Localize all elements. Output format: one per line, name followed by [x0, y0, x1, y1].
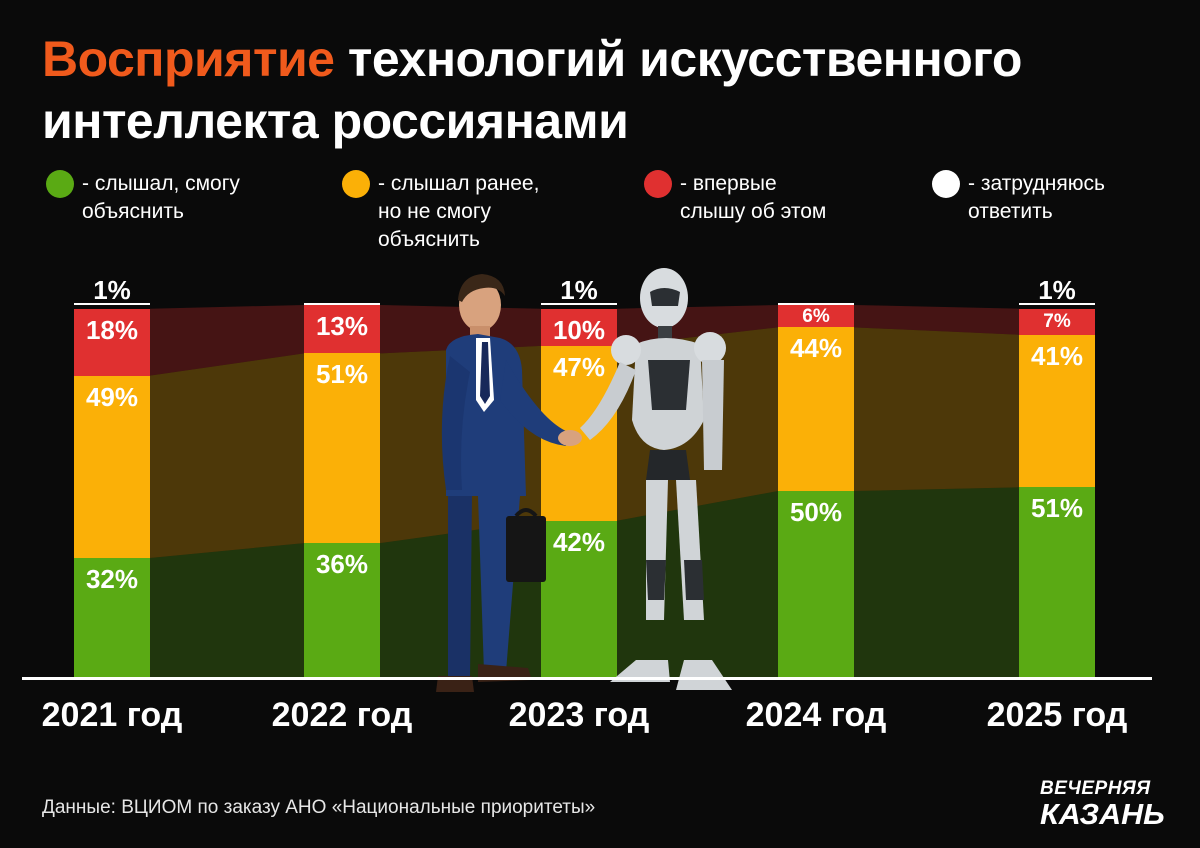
robot-figure: [580, 268, 732, 690]
bar-segment-orange: [1019, 334, 1095, 488]
value-label-green: 51%: [1030, 493, 1084, 524]
value-label-orange: 47%: [552, 351, 606, 382]
band-green-0-1: [150, 543, 304, 677]
legend-item-explain: - слышал, смогу объяснить: [46, 170, 240, 226]
bar-segment-green: [778, 491, 854, 677]
legend-text-undecided: - затрудняюсь ответить: [968, 172, 1105, 223]
bar-segment-orange: [304, 353, 380, 544]
bar-segment-red: [1019, 308, 1095, 335]
bar-segment-white: [74, 303, 150, 305]
legend-dot-white: [932, 170, 960, 198]
value-label-red: 13%: [315, 311, 369, 341]
bar-segment-white: [541, 303, 617, 305]
legend-dot-red: [644, 170, 672, 198]
bar-segment-green: [74, 557, 150, 677]
value-label-green: 36%: [315, 549, 369, 580]
year-label: 2024 год: [745, 696, 887, 734]
band-green-3-4: [854, 487, 1019, 677]
value-label-red: 7%: [1043, 311, 1071, 333]
band-orange-3-4: [854, 327, 1019, 491]
title-rest: технологий искусственного интеллекта рос…: [42, 31, 1022, 149]
band-red-0-1: [150, 305, 304, 376]
year-label: 2022 год: [271, 696, 413, 734]
legend-item-first-time: - впервые слышу об этом: [644, 170, 826, 226]
value-label-red: 18%: [85, 314, 139, 345]
brand-logo: ВЕЧЕРНЯЯ КАЗАНЬ: [1040, 778, 1180, 832]
title-accent: Восприятие: [42, 31, 335, 87]
legend-dot-orange: [342, 170, 370, 198]
logo-line-2: КАЗАНЬ: [1040, 799, 1165, 831]
legend-dot-green: [46, 170, 74, 198]
value-label-red: 10%: [552, 314, 606, 345]
bar-segment-white: [1019, 303, 1095, 305]
legend-text-heard: - слышал ранее, но не смогу объяснить: [378, 172, 540, 251]
bar-segment-orange: [74, 375, 150, 558]
legend-item-heard: - слышал ранее, но не смогу объяснить: [342, 170, 539, 254]
legend-text-explain: - слышал, смогу объяснить: [82, 172, 240, 223]
value-label-red: 6%: [802, 305, 830, 327]
year-label: 2023 год: [508, 696, 650, 734]
year-label: 2021 год: [41, 696, 183, 734]
value-label-green: 32%: [85, 563, 139, 594]
bar-segment-white: [304, 303, 380, 305]
bar-segment-green: [1019, 487, 1095, 677]
value-label-orange: 49%: [85, 381, 139, 412]
bar-segment-green: [304, 543, 380, 677]
source-note: Данные: ВЦИОМ по заказу АНО «Национальны…: [42, 797, 596, 818]
bar-segment-white: [778, 303, 854, 305]
logo-line-1: ВЕЧЕРНЯЯ: [1040, 778, 1151, 799]
bar-segment-red: [304, 305, 380, 354]
band-red-3-4: [854, 305, 1019, 335]
value-label-undecided: 1%: [93, 275, 131, 305]
legend-text-first-time: - впервые слышу об этом: [680, 172, 827, 223]
bar-segment-red: [541, 308, 617, 346]
year-label: 2025 год: [986, 696, 1128, 734]
bar-segment-red: [74, 308, 150, 376]
x-axis-line: [22, 677, 1152, 680]
band-orange-0-1: [150, 353, 304, 558]
bar-segment-red: [778, 305, 854, 328]
value-label-undecided: 1%: [560, 275, 598, 305]
chart-title: Восприятие технологий искусственного инт…: [42, 28, 1172, 152]
value-label-green: 50%: [789, 497, 843, 527]
value-label-green: 42%: [552, 526, 606, 557]
value-label-undecided: 1%: [1038, 275, 1076, 305]
bar-segment-orange: [778, 327, 854, 491]
value-label-orange: 41%: [1030, 340, 1084, 371]
value-label-orange: 51%: [315, 359, 369, 390]
legend-item-undecided: - затрудняюсь ответить: [932, 170, 1105, 226]
value-label-orange: 44%: [789, 333, 843, 364]
businessman-figure: [436, 274, 582, 692]
bar-segment-green: [541, 520, 617, 677]
